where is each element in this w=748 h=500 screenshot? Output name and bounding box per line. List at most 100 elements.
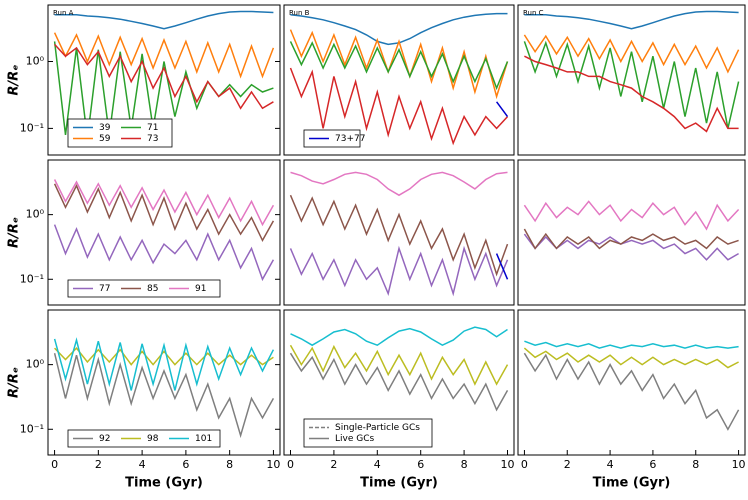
x-tick-label: 0 — [287, 458, 294, 471]
x-tick-label: 10 — [266, 458, 280, 471]
panel-frame — [283, 159, 515, 306]
panel: 0 2 4 6 8 10 Time (Gyr) Single-Particle GCsLive… — [283, 309, 515, 491]
series-line — [53, 337, 275, 391]
series-line — [523, 347, 739, 369]
series-line — [290, 326, 508, 347]
legend-label: 85 — [147, 284, 158, 294]
series-line — [289, 29, 509, 100]
x-tick-label: 4 — [374, 458, 381, 471]
lines — [523, 340, 740, 431]
panel — [517, 159, 746, 306]
series-line — [54, 10, 274, 30]
series-line — [524, 10, 739, 30]
legend-label: 91 — [195, 284, 206, 294]
panel: 10⁰ 10⁻¹ R/Rₑ 77 85 91 — [7, 159, 281, 306]
series-line — [53, 224, 275, 282]
panel-frame — [47, 159, 281, 306]
panel: 10⁰ 10⁻¹ 0 2 4 6 8 10 Time (Gyr) R/Rₑ 92 98 101 — [7, 309, 281, 491]
series-line — [523, 40, 740, 129]
y-tick-label: 10⁻¹ — [20, 121, 44, 134]
x-tick-label: 8 — [692, 458, 699, 471]
x-axis-label: Time (Gyr) — [125, 476, 203, 491]
series-line — [53, 41, 274, 139]
legend-box — [67, 429, 221, 448]
series-line — [53, 179, 275, 227]
y-tick-label: 10⁰ — [26, 55, 45, 68]
panel-title: Run A — [53, 9, 74, 17]
legend-box — [303, 129, 361, 148]
series-line — [54, 346, 274, 366]
legend-label: 98 — [147, 434, 159, 444]
series-line — [54, 43, 274, 110]
legend-box — [67, 118, 173, 148]
legend-label: 71 — [147, 123, 158, 133]
panel: Run B 73+77 — [283, 4, 515, 156]
series-line — [523, 228, 739, 250]
series-line — [289, 67, 509, 146]
legend-label: Live GCs — [335, 434, 374, 444]
panel-frame — [283, 4, 515, 156]
y-axis-label: R/Rₑ — [7, 217, 22, 248]
series-line — [289, 245, 509, 297]
y-tick-label: 10⁰ — [26, 208, 45, 221]
series-line — [523, 34, 740, 74]
panel-title: Run C — [523, 9, 544, 17]
x-tick-label: 6 — [649, 458, 656, 471]
x-tick-label: 10 — [732, 458, 746, 471]
legend-label: 39 — [99, 123, 111, 133]
x-tick-label: 10 — [500, 458, 514, 471]
x-tick-label: 6 — [417, 458, 424, 471]
series-line — [53, 353, 275, 439]
y-axis-label: R/Rₑ — [7, 65, 22, 96]
series-line — [523, 352, 740, 431]
legend-box — [67, 279, 221, 298]
panel-frame — [517, 309, 746, 456]
legend-label: Single-Particle GCs — [335, 423, 420, 433]
panel-frame — [517, 159, 746, 306]
x-tick-label: 0 — [51, 458, 58, 471]
series-line — [53, 32, 275, 79]
legend-label: 77 — [99, 284, 110, 294]
panel: 0 2 4 6 8 10 Time (Gyr) — [517, 309, 746, 491]
series-line — [524, 55, 739, 133]
lines — [53, 179, 275, 282]
legend-label: 73 — [147, 134, 158, 144]
series-line — [289, 41, 509, 91]
lines — [523, 200, 740, 261]
x-tick-label: 2 — [95, 458, 102, 471]
x-tick-label: 8 — [226, 458, 233, 471]
panel-frame — [283, 309, 515, 456]
legend-label: 101 — [195, 434, 212, 444]
y-axis-label: R/Rₑ — [7, 367, 22, 398]
series-line — [289, 194, 509, 277]
panel: Run C — [517, 4, 746, 156]
legend-label: 73+77 — [335, 134, 365, 144]
legend-box — [303, 418, 433, 448]
y-tick-label: 10⁰ — [26, 358, 45, 371]
x-tick-label: 8 — [461, 458, 468, 471]
y-tick-label: 10⁻¹ — [20, 272, 44, 285]
series-line — [523, 200, 740, 231]
x-axis-label: Time (Gyr) — [593, 476, 671, 491]
panel-frame — [517, 4, 746, 156]
series-line — [495, 101, 509, 118]
panel-frame — [47, 309, 281, 456]
x-tick-label: 6 — [182, 458, 189, 471]
series-line — [290, 171, 508, 197]
panel-frame — [47, 4, 281, 156]
lines — [289, 12, 509, 146]
x-axis-label: Time (Gyr) — [360, 476, 438, 491]
lines — [53, 10, 275, 139]
panel — [283, 159, 515, 306]
legend-label: 92 — [99, 434, 110, 444]
legend-label: 59 — [99, 134, 111, 144]
lines — [289, 326, 509, 412]
series-line — [289, 344, 509, 386]
panel-title: Run B — [289, 9, 310, 17]
x-tick-label: 2 — [330, 458, 337, 471]
x-tick-label: 2 — [564, 458, 571, 471]
series-line — [523, 233, 739, 261]
x-tick-label: 4 — [607, 458, 614, 471]
